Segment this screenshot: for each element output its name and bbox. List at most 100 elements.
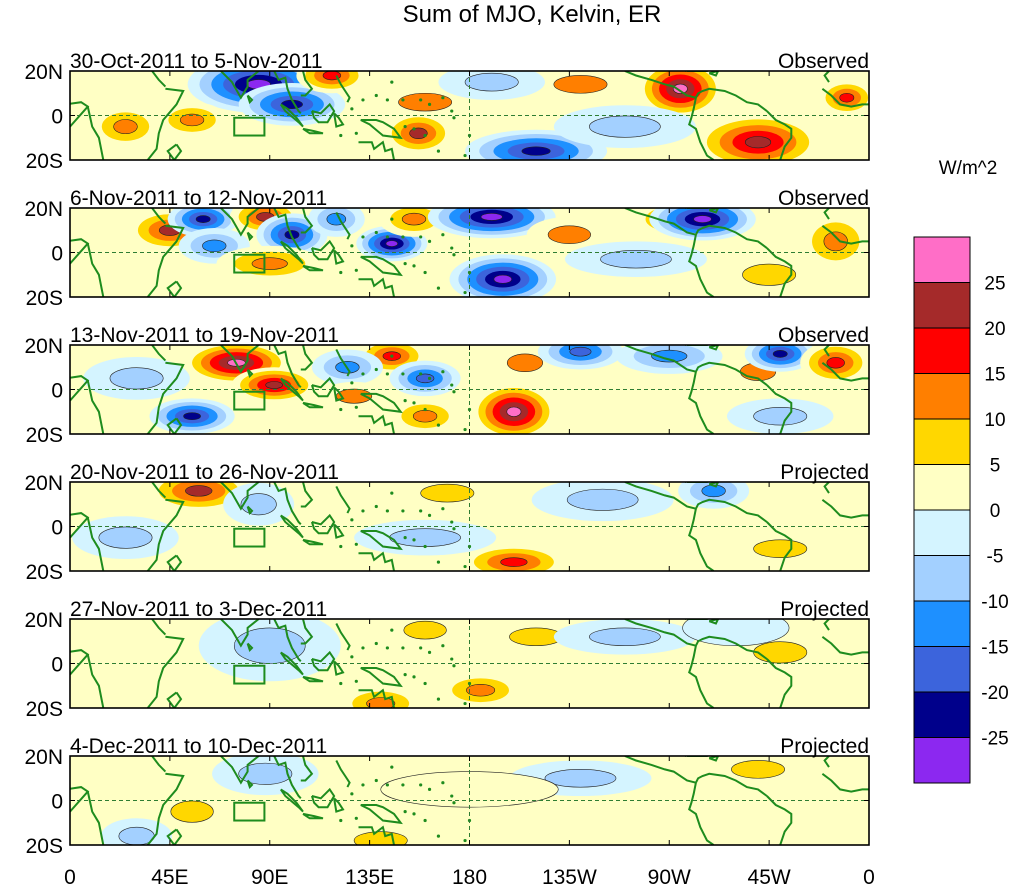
island-dot (339, 270, 343, 275)
anomaly-contour (672, 83, 688, 94)
island-dot (390, 217, 394, 221)
coastline (151, 345, 167, 362)
colorbar-swatch (913, 691, 971, 738)
coastline (766, 658, 793, 708)
coastline (279, 788, 304, 813)
coastline (821, 225, 869, 245)
island-dot (436, 834, 441, 838)
anomaly-contour (693, 215, 712, 223)
coastline (302, 401, 324, 409)
island-dot (412, 127, 416, 131)
y-tick-label: 0 (51, 517, 63, 540)
coastline (273, 482, 302, 525)
map-panel: 20N 0 20S 20-Nov-2011 to 26-Nov-2011 Project… (24, 461, 870, 584)
coastline (358, 551, 395, 571)
panel-status: Observed (778, 187, 869, 210)
island-dot (339, 407, 343, 412)
coastline (166, 280, 183, 297)
colorbar-tick-label: -15 (981, 638, 1008, 659)
island-dot (463, 701, 467, 706)
coastline (220, 482, 260, 511)
coastline (360, 804, 403, 825)
coastline (335, 75, 351, 103)
reference-box (233, 527, 266, 548)
coastline (279, 377, 304, 402)
coastline (151, 208, 167, 225)
island-dot (385, 98, 389, 102)
island-dot (374, 778, 378, 783)
coastline (273, 208, 302, 252)
anomaly-contour (589, 115, 661, 138)
anomaly-contour (506, 406, 522, 417)
anomaly-contour (183, 412, 201, 421)
coastline (708, 756, 720, 762)
coastline (310, 102, 336, 124)
anomaly-contour (403, 620, 447, 640)
colorbar-swatch (913, 646, 971, 693)
anomaly-contour (389, 528, 461, 547)
island-dot (361, 509, 365, 513)
coastline (279, 514, 304, 539)
anomaly-contour (600, 249, 672, 269)
anomaly-contour (839, 92, 855, 103)
coastline (688, 97, 715, 160)
coastline (279, 651, 304, 676)
coastline (310, 376, 336, 398)
reference-box (233, 664, 266, 685)
coastline (821, 362, 869, 382)
island-dot (390, 354, 394, 358)
coastline (358, 825, 395, 845)
coastline (166, 554, 183, 571)
panel-status: Observed (778, 50, 869, 73)
island-dot (385, 509, 389, 513)
coastline (766, 384, 793, 434)
coastline (708, 619, 720, 625)
coastline (695, 87, 768, 112)
anomaly-contour (113, 119, 138, 135)
anomaly-contour (412, 409, 438, 423)
colorbar-tick-label: -25 (981, 729, 1008, 750)
anomaly-contour (265, 381, 284, 389)
coastline (688, 782, 715, 845)
island-dot (463, 153, 467, 158)
island-dot (403, 810, 407, 814)
coastline (708, 345, 720, 351)
anomaly-contour (826, 357, 845, 369)
island-dot (374, 641, 378, 646)
island-dot (436, 286, 441, 290)
island-dot (401, 509, 405, 513)
island-dot (427, 102, 432, 106)
island-dot (463, 427, 467, 432)
island-dot (401, 98, 405, 102)
coastline (360, 530, 403, 551)
reference-box (233, 116, 266, 137)
y-tick-label: 20N (24, 335, 63, 358)
island-dot (441, 644, 445, 648)
anomaly-contour (753, 641, 808, 664)
coastline (821, 636, 869, 656)
coastline (333, 523, 345, 539)
colorbar-tick-label: -20 (981, 683, 1008, 704)
island-dot (412, 538, 416, 542)
island-dot (339, 681, 343, 686)
island-dot (350, 518, 354, 522)
coastline (273, 345, 302, 389)
x-tick-label: 90E (251, 866, 288, 889)
anomaly-contour (682, 619, 790, 646)
island-dot (463, 564, 467, 569)
coastline (146, 498, 185, 571)
colorbar-swatch (913, 282, 971, 329)
island-dot (401, 783, 405, 787)
coastline (821, 88, 869, 108)
coastline (146, 772, 185, 845)
y-tick-label: 20S (26, 698, 63, 721)
anomaly-contour (401, 212, 427, 226)
coastline (358, 277, 395, 297)
island-dot (452, 390, 456, 394)
island-dot (463, 838, 467, 843)
coastline (695, 635, 768, 660)
coastline (333, 386, 345, 402)
coastline (766, 795, 793, 845)
reference-box (233, 801, 266, 822)
coastline (70, 512, 90, 539)
